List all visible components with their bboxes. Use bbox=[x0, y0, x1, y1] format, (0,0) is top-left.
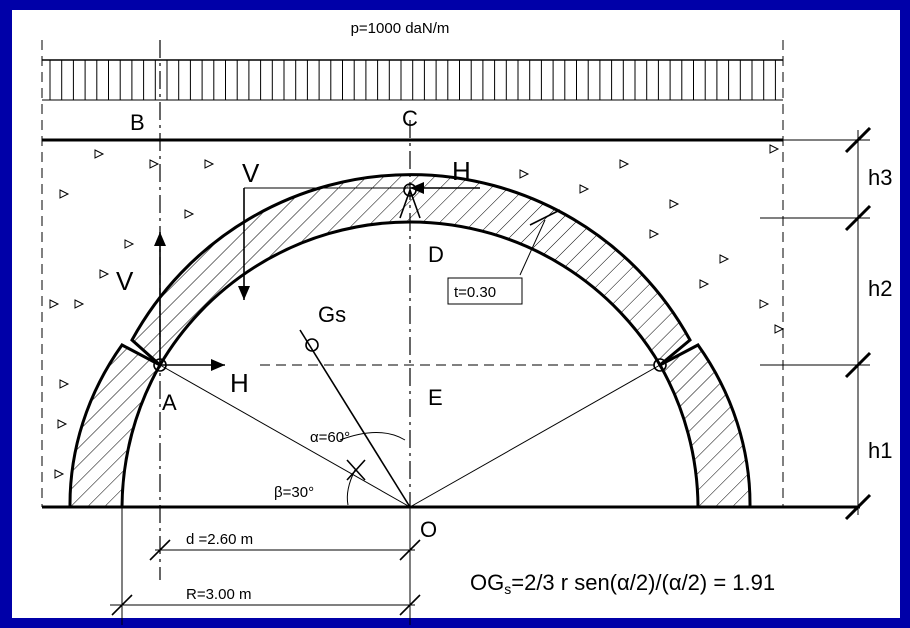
fill-texture bbox=[49, 144, 785, 479]
aggregate bbox=[619, 159, 630, 169]
dimension-label: d =2.60 m bbox=[186, 531, 253, 548]
radius-gs bbox=[299, 329, 411, 508]
thickness-tick bbox=[529, 209, 561, 226]
thickness-box bbox=[447, 277, 523, 305]
point-label: D bbox=[428, 242, 444, 267]
point-label: Gs bbox=[318, 302, 346, 327]
alpha-arc bbox=[339, 432, 406, 441]
radius-a bbox=[159, 364, 411, 508]
load-label: p=1000 daN/m bbox=[351, 20, 450, 37]
point-label: B bbox=[130, 110, 145, 135]
aggregate bbox=[124, 239, 135, 249]
aggregate bbox=[769, 144, 780, 154]
aggregate bbox=[94, 149, 105, 159]
point-label: E bbox=[428, 385, 443, 410]
formula-subscript: s bbox=[504, 581, 511, 597]
force-label: H bbox=[452, 156, 471, 186]
point-label: C bbox=[402, 106, 418, 131]
formula-rest: =2/3 r sen(α/2)/(α/2) = 1.91 bbox=[511, 570, 775, 595]
height-label: h2 bbox=[868, 276, 892, 301]
formula: OGs=2/3 r sen(α/2)/(α/2) = 1.91 bbox=[470, 570, 775, 597]
aggregate bbox=[59, 189, 70, 199]
force-arrows bbox=[154, 182, 480, 371]
height-label: h3 bbox=[868, 165, 892, 190]
aggregate bbox=[759, 299, 770, 309]
aggregate bbox=[719, 254, 730, 264]
thickness-leader bbox=[519, 219, 546, 276]
aggregate bbox=[579, 184, 590, 194]
point-label: A bbox=[162, 390, 177, 415]
dimension-label: R=3.00 m bbox=[186, 586, 251, 603]
force-label: V bbox=[116, 266, 134, 296]
point-label: O bbox=[420, 517, 437, 542]
aggregate bbox=[699, 279, 710, 289]
aggregate bbox=[669, 199, 680, 209]
angle-label: β=30° bbox=[274, 484, 314, 501]
formula-prefix: OG bbox=[470, 570, 504, 595]
aggregate bbox=[74, 299, 85, 309]
force-label: H bbox=[230, 368, 249, 398]
canvas bbox=[12, 10, 900, 618]
aggregate bbox=[99, 269, 110, 279]
aggregate bbox=[59, 379, 70, 389]
centroid bbox=[305, 338, 319, 352]
aggregate bbox=[519, 169, 530, 179]
aggregate bbox=[649, 229, 660, 239]
load-bar bbox=[42, 59, 783, 101]
aggregate bbox=[204, 159, 215, 169]
aggregate bbox=[57, 419, 68, 429]
base-dimensions bbox=[110, 507, 421, 625]
arch bbox=[68, 173, 752, 509]
height-label: h1 bbox=[868, 438, 892, 463]
aggregate bbox=[184, 209, 195, 219]
thickness-label: t=0.30 bbox=[454, 284, 496, 301]
radius-b bbox=[409, 364, 661, 508]
force-label: V bbox=[242, 158, 260, 188]
aggregate bbox=[149, 159, 160, 169]
angle-label: α=60° bbox=[310, 429, 350, 446]
aggregate bbox=[49, 299, 60, 309]
aggregate bbox=[774, 324, 785, 334]
joint-b bbox=[653, 358, 667, 372]
aggregate bbox=[54, 469, 65, 479]
height-dimensions bbox=[760, 126, 872, 521]
beta-mark bbox=[346, 459, 366, 481]
